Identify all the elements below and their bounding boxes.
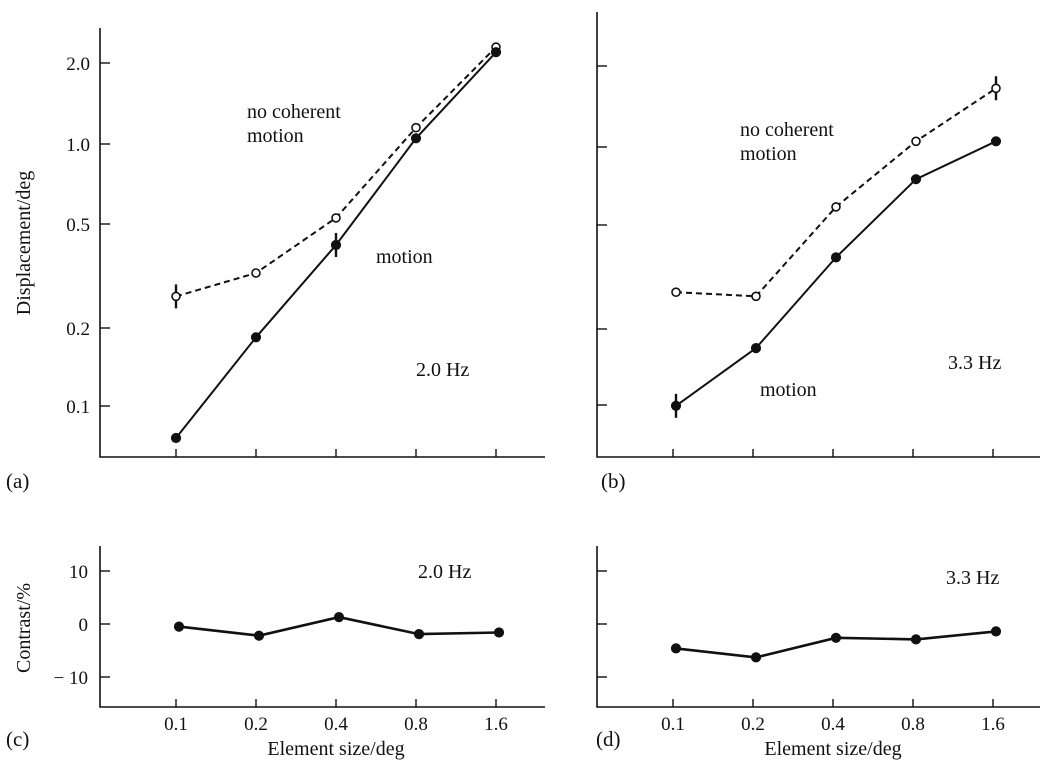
x-tick-label: 0.2 xyxy=(741,714,765,735)
x-tick-label: 0.1 xyxy=(164,714,188,735)
data-point xyxy=(331,213,341,223)
series-line xyxy=(675,87,997,298)
y-tick-label: 10 xyxy=(69,562,88,583)
data-point xyxy=(493,627,505,638)
data-point xyxy=(250,332,262,343)
panel-d-plot xyxy=(670,626,1002,663)
region-label-no-coherent: no coherent motion xyxy=(740,119,834,165)
data-point xyxy=(750,343,762,354)
panel-d-y-ticks xyxy=(597,570,607,678)
data-point xyxy=(990,136,1002,147)
data-point xyxy=(670,400,682,411)
x-axis-label: Element size/deg xyxy=(267,738,404,760)
data-point xyxy=(990,626,1002,637)
data-point xyxy=(831,202,841,212)
panel-c-plot xyxy=(173,611,505,641)
data-point xyxy=(330,239,342,251)
data-point xyxy=(910,634,922,645)
data-point xyxy=(253,630,265,641)
panel-d: 0.1 0.2 0.4 0.8 1.6 Element size/deg (d)… xyxy=(596,546,1040,760)
frequency-label: 2.0 Hz xyxy=(416,359,469,381)
data-point xyxy=(411,122,421,133)
frequency-label: 3.3 Hz xyxy=(946,567,999,589)
data-point xyxy=(410,133,422,144)
data-point xyxy=(251,268,261,278)
x-tick-label: 0.8 xyxy=(404,714,428,735)
data-point xyxy=(750,652,762,663)
panel-a-axes xyxy=(99,28,545,458)
x-tick-label: 1.6 xyxy=(981,714,1005,735)
x-tick-label: 0.8 xyxy=(901,714,925,735)
x-tick-label: 0.2 xyxy=(244,714,268,735)
x-tick-label: 0.4 xyxy=(821,714,845,735)
data-point xyxy=(991,83,1001,94)
panel-b-x-ticks xyxy=(672,449,994,457)
series-line xyxy=(175,46,497,298)
panel-b-axes xyxy=(596,12,1040,458)
region-label-motion: motion xyxy=(760,379,817,401)
data-point xyxy=(490,47,502,58)
panel-d-x-ticks xyxy=(672,699,994,707)
data-point xyxy=(333,611,345,623)
region-label-motion: motion xyxy=(376,246,433,268)
panel-b-y-ticks xyxy=(597,65,607,406)
frequency-label: 2.0 Hz xyxy=(418,561,471,583)
panel-d-axes xyxy=(596,546,1040,708)
panel-a-plot xyxy=(170,42,502,444)
panel-a-x-ticks xyxy=(175,449,497,457)
x-tick-label: 0.4 xyxy=(324,714,348,735)
panel-c-x-ticks xyxy=(175,699,497,707)
panel-c-axes xyxy=(99,546,545,708)
data-point xyxy=(910,174,922,185)
y-tick-label: 0.5 xyxy=(66,215,90,236)
x-axis-label: Element size/deg xyxy=(764,738,901,760)
data-point xyxy=(830,632,842,643)
panel-c: 10 0 − 10 0.1 0.2 0.4 0.8 1.6 Contrast/%… xyxy=(6,546,545,760)
y-axis-label-contrast: Contrast/% xyxy=(13,583,35,673)
data-point xyxy=(171,291,181,302)
x-tick-label: 0.1 xyxy=(661,714,685,735)
x-tick-label: 1.6 xyxy=(484,714,508,735)
y-tick-label: 2.0 xyxy=(66,54,90,75)
region-label-no-coherent: no coherent motion xyxy=(247,101,341,147)
panel-a-y-ticks xyxy=(100,62,110,407)
frequency-label: 3.3 Hz xyxy=(948,352,1001,374)
panel-c-x-tick-labels: 0.1 0.2 0.4 0.8 1.6 xyxy=(164,714,508,735)
panel-letter-b: (b) xyxy=(601,469,626,493)
panel-letter-c: (c) xyxy=(6,727,29,751)
panel-letter-d: (d) xyxy=(596,727,621,751)
panel-b-plot xyxy=(670,76,1002,418)
panel-d-x-tick-labels: 0.1 0.2 0.4 0.8 1.6 xyxy=(661,714,1005,735)
y-axis-label-displacement: Displacement/deg xyxy=(13,171,35,315)
panel-a-y-tick-labels: 2.0 1.0 0.5 0.2 0.1 xyxy=(66,54,90,418)
y-tick-label: − 10 xyxy=(54,668,88,689)
data-point xyxy=(413,628,425,640)
y-tick-label: 0.1 xyxy=(66,397,90,418)
data-point xyxy=(671,287,681,298)
y-tick-label: 1.0 xyxy=(66,135,90,156)
data-point xyxy=(670,643,682,654)
panel-b: (b) no coherent motion motion 3.3 Hz xyxy=(596,12,1040,493)
data-point xyxy=(751,291,761,302)
data-point xyxy=(830,252,842,263)
data-point xyxy=(173,621,185,632)
panel-a: 2.0 1.0 0.5 0.2 0.1 Displacement/deg (a)… xyxy=(6,28,545,493)
panel-c-y-ticks xyxy=(100,570,110,678)
y-tick-label: 0.2 xyxy=(66,319,90,340)
data-point xyxy=(911,136,921,147)
y-tick-label: 0 xyxy=(79,615,89,636)
data-point xyxy=(170,432,182,444)
panel-c-y-tick-labels: 10 0 − 10 xyxy=(54,562,88,689)
panel-letter-a: (a) xyxy=(6,469,29,493)
